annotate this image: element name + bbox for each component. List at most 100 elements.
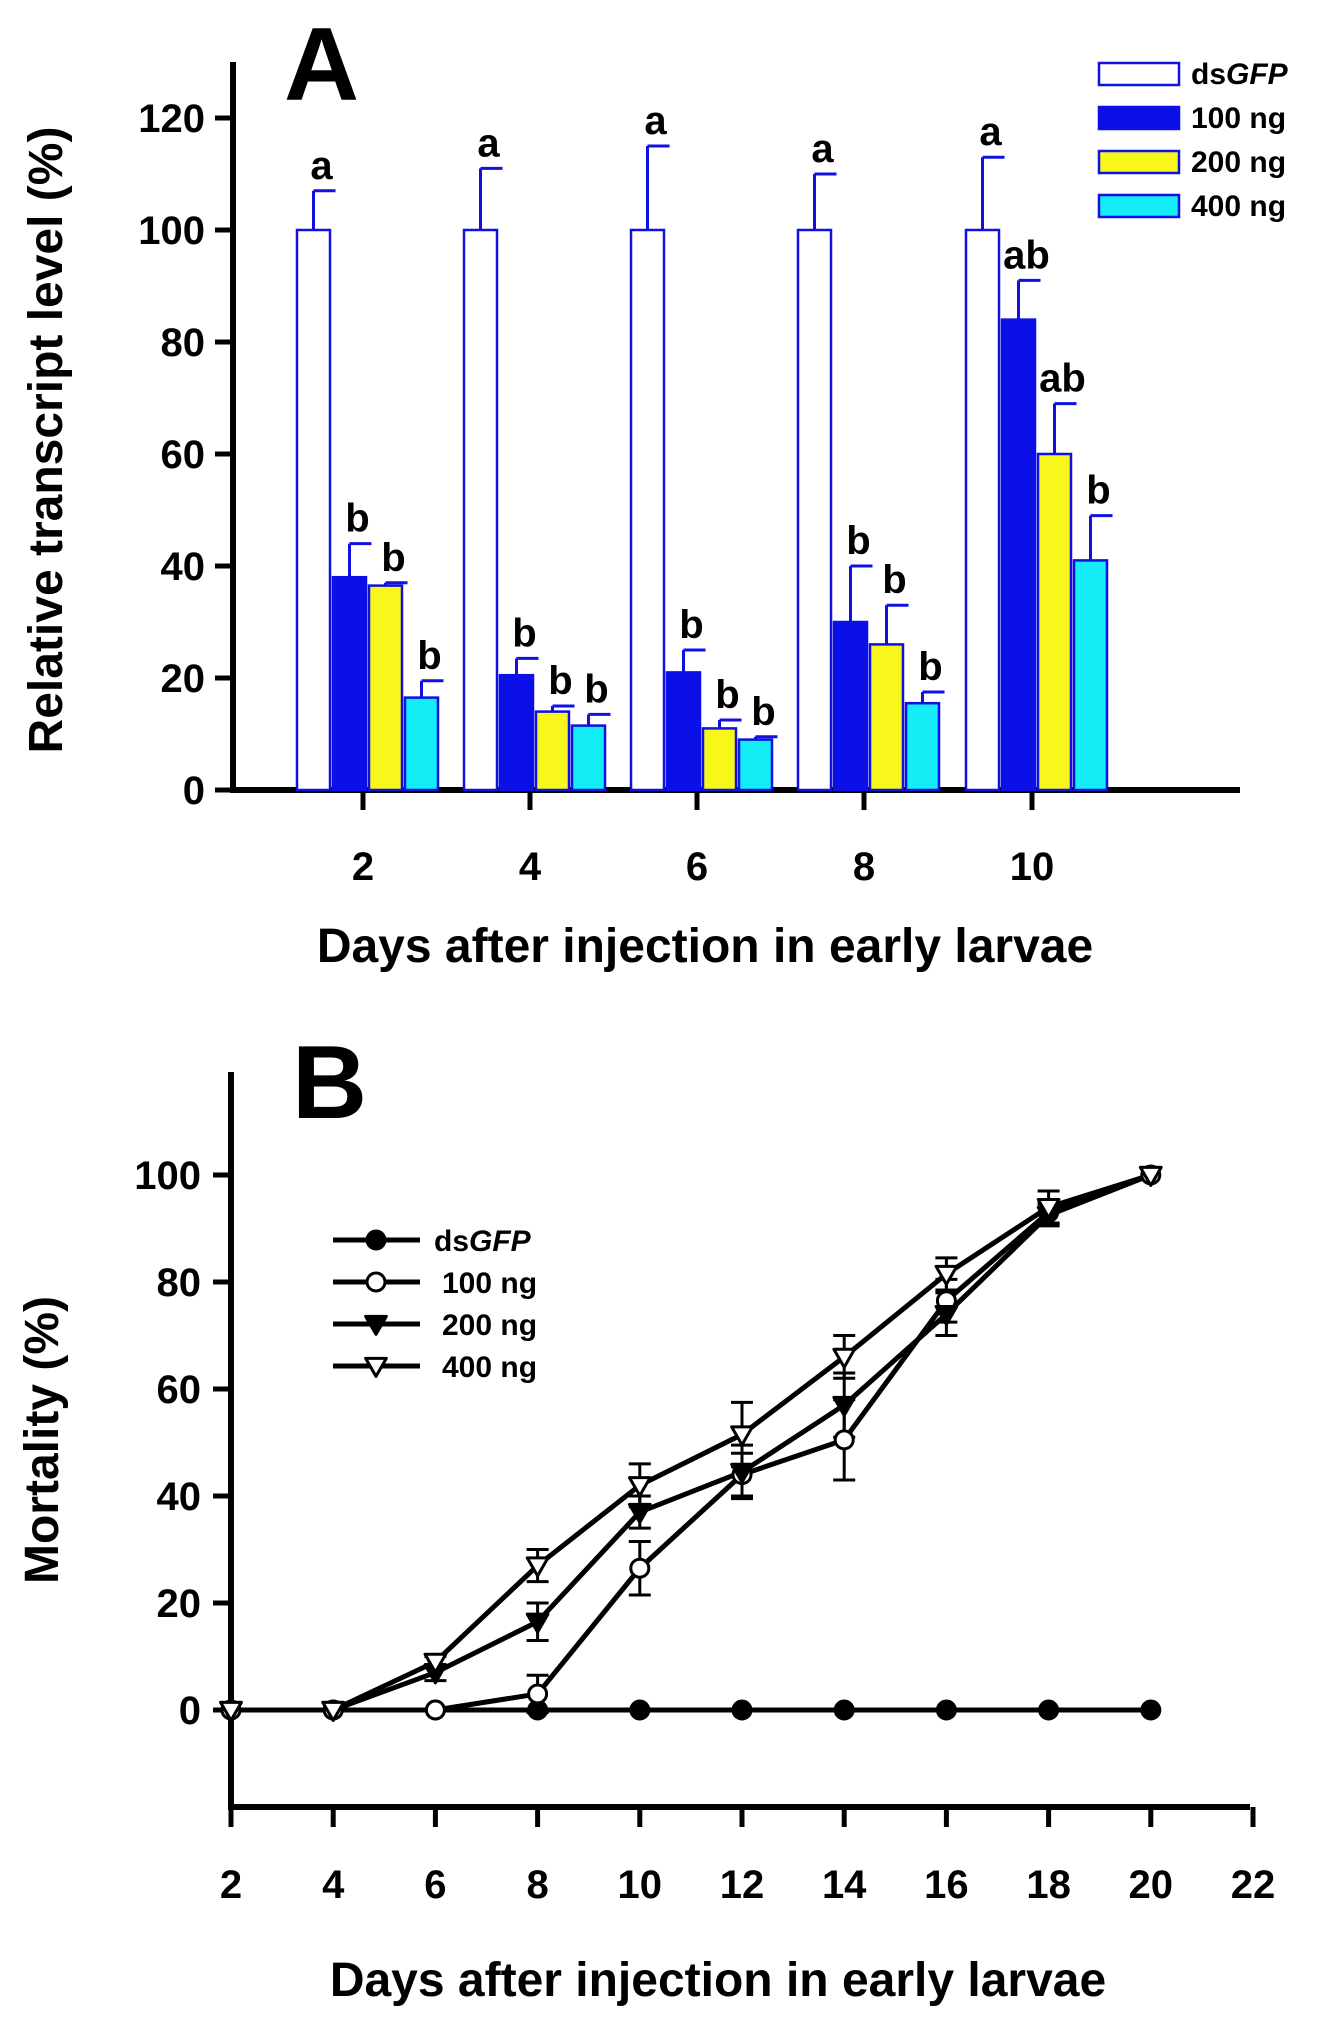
panel-b-letter: B — [292, 1025, 367, 1141]
significance-label: a — [310, 144, 333, 188]
legend-marker — [364, 1314, 388, 1336]
significance-label: b — [417, 634, 441, 678]
legend-label: 100 ng — [442, 1267, 537, 1300]
y-tick-label: 100 — [138, 209, 205, 253]
x-tick-label: 22 — [1231, 1863, 1276, 1907]
x-tick-label: 6 — [686, 845, 708, 889]
data-point — [934, 1264, 959, 1286]
significance-label: b — [1086, 469, 1110, 513]
y-tick-label: 80 — [161, 321, 206, 365]
y-tick-label: 40 — [157, 1475, 202, 1519]
bar — [367, 584, 404, 792]
data-point — [525, 1612, 550, 1634]
significance-label: b — [918, 645, 942, 689]
bar — [868, 643, 905, 792]
significance-label: ab — [1003, 233, 1050, 277]
data-point — [1138, 1165, 1163, 1187]
significance-label: b — [584, 667, 608, 711]
x-tick-label: 10 — [618, 1863, 663, 1907]
bar — [701, 727, 738, 792]
data-point — [219, 1700, 243, 1722]
bar — [403, 696, 440, 792]
legend-label: 200 ng — [1191, 146, 1286, 179]
legend-swatch — [1097, 149, 1181, 175]
data-point — [730, 1462, 754, 1484]
y-tick-label: 80 — [157, 1261, 202, 1305]
significance-label: a — [811, 127, 834, 171]
data-point — [627, 1476, 652, 1498]
x-tick-label: 4 — [519, 845, 542, 889]
bar — [904, 701, 941, 792]
bar — [295, 228, 332, 792]
x-tick-label: 14 — [822, 1863, 867, 1907]
y-tick-label: 20 — [161, 657, 206, 701]
legend-label: 200 ng — [442, 1309, 537, 1342]
x-axis-title: Days after injection in early larvae — [317, 920, 1093, 973]
significance-label: b — [345, 497, 369, 541]
data-point — [629, 1699, 651, 1721]
bar — [629, 228, 666, 792]
data-point — [934, 1304, 959, 1326]
bar — [534, 710, 571, 792]
data-point — [1140, 1699, 1162, 1721]
legend-label: 400 ng — [1191, 190, 1286, 223]
x-tick-label: 2 — [352, 845, 374, 889]
data-point — [424, 1699, 446, 1721]
y-tick-label: 20 — [157, 1582, 202, 1626]
data-point — [833, 1429, 855, 1451]
legend-label: 400 ng — [442, 1351, 537, 1384]
x-tick-label: 18 — [1026, 1863, 1071, 1907]
data-point — [833, 1699, 855, 1721]
x-tick-label: 2 — [220, 1863, 242, 1907]
x-tick-label: 8 — [526, 1863, 548, 1907]
significance-label: b — [751, 690, 775, 734]
data-point — [423, 1652, 448, 1674]
x-tick-label: 10 — [1010, 845, 1055, 889]
bar — [1036, 452, 1073, 792]
series-line — [231, 1172, 1152, 1713]
panel-b-line-chart: 0 20 40 60 80 100 2 4 6 8 10 12 14 16 18 20 22 Days after… — [16, 1072, 1275, 2007]
panel-a-letter: A — [284, 7, 359, 123]
significance-label: b — [715, 673, 739, 717]
y-tick-label: 120 — [138, 97, 205, 141]
significance-label: b — [882, 558, 906, 602]
data-point — [1038, 1699, 1060, 1721]
bar — [498, 673, 535, 792]
significance-label: b — [381, 536, 405, 580]
y-tick-label: 100 — [134, 1154, 201, 1198]
legend-marker — [365, 1229, 387, 1251]
bar — [665, 671, 702, 792]
y-tick-label: 0 — [183, 769, 205, 813]
significance-label: b — [512, 611, 536, 655]
x-tick-label: 4 — [322, 1863, 345, 1907]
legend-marker — [364, 1356, 388, 1378]
y-tick-label: 0 — [179, 1689, 201, 1733]
x-tick-label: 16 — [924, 1863, 969, 1907]
significance-label: b — [679, 603, 703, 647]
bar — [964, 228, 1001, 792]
bar — [1000, 318, 1037, 792]
data-point — [730, 1425, 754, 1447]
legend-marker — [365, 1271, 387, 1293]
data-point — [527, 1683, 549, 1705]
data-point — [629, 1557, 651, 1579]
significance-label: b — [846, 519, 870, 563]
legend-swatch — [1097, 193, 1181, 219]
y-axis-title: Mortality (%) — [16, 1296, 69, 1584]
significance-label: b — [548, 659, 572, 703]
data-point — [731, 1699, 753, 1721]
y-axis-title: Relative transcript level (%) — [20, 127, 73, 754]
significance-label: a — [979, 110, 1002, 154]
data-point — [832, 1395, 857, 1417]
x-tick-label: 12 — [720, 1863, 765, 1907]
legend-label: dsGFP — [1191, 58, 1289, 91]
series-line — [231, 1172, 1152, 1713]
significance-label: a — [644, 99, 667, 143]
bar — [570, 724, 607, 792]
bar — [1072, 559, 1109, 792]
data-point — [627, 1502, 652, 1524]
legend-label: 100 ng — [1191, 102, 1286, 135]
series-line — [231, 1172, 1152, 1713]
y-tick-label: 60 — [157, 1368, 202, 1412]
data-point — [321, 1700, 346, 1722]
